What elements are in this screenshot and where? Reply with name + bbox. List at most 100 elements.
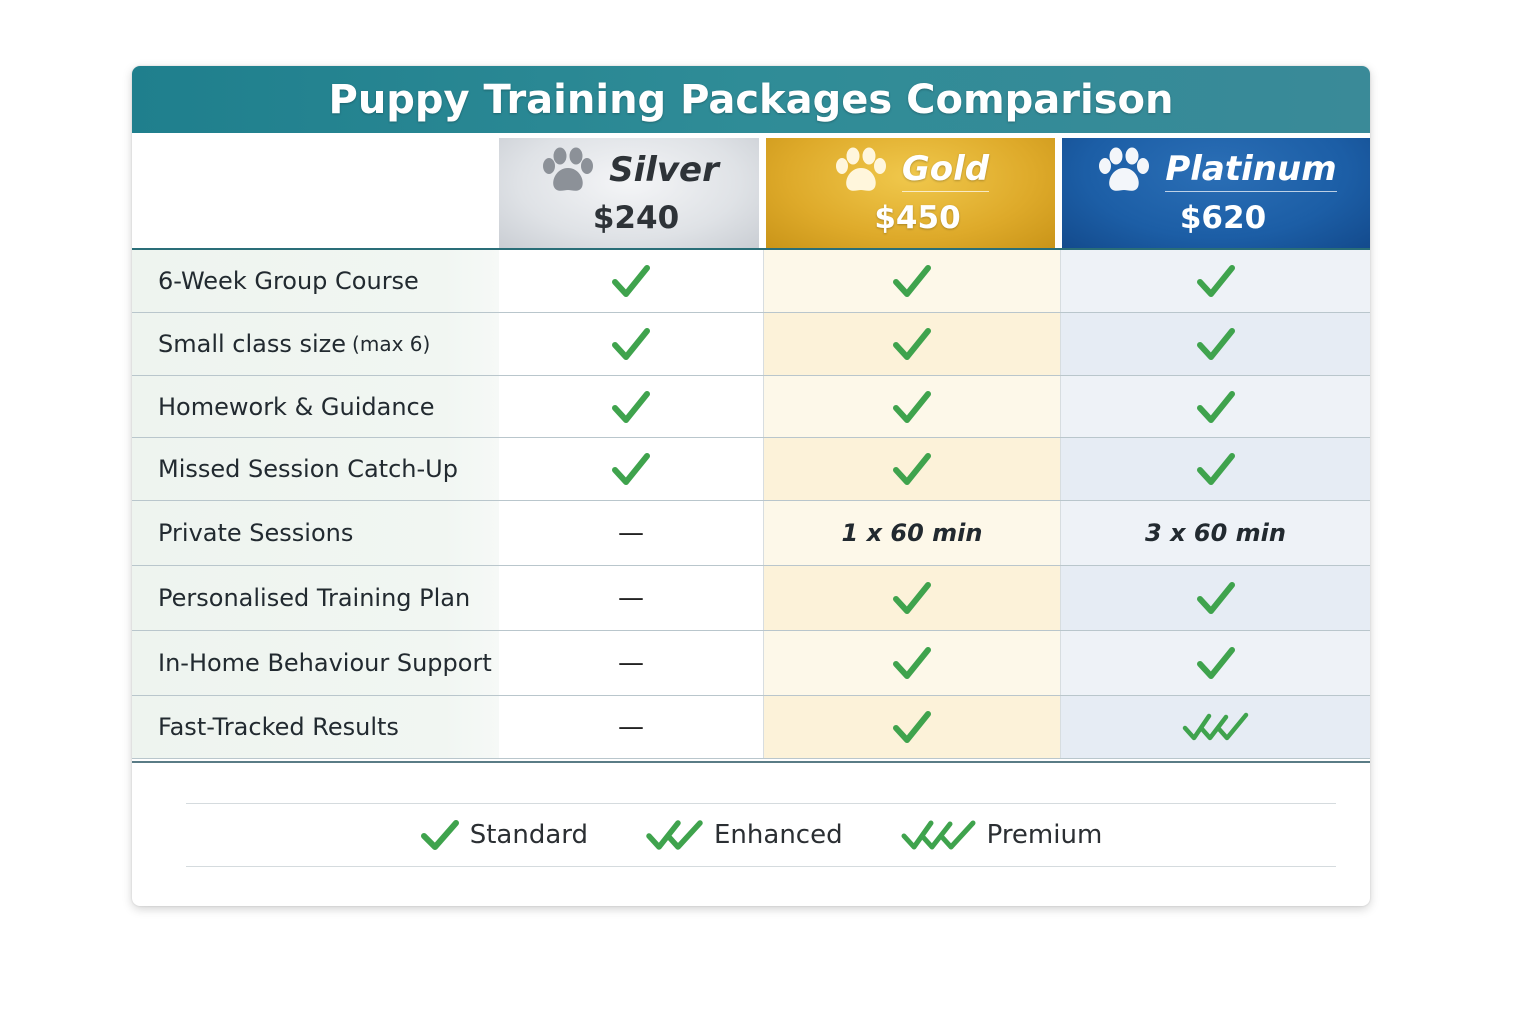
check-icon [1196,647,1235,679]
cell-platinum: 3 x 60 min [1061,501,1370,565]
feature-label-suffix: (max 6) [352,332,431,356]
check-icon [612,328,650,360]
legend-label-enhanced: Enhanced [714,820,843,850]
not-included-dash: — [618,712,644,742]
legend-label-standard: Standard [469,820,588,850]
cell-platinum [1061,250,1370,312]
check-icon [612,265,650,297]
check-icon [612,453,650,485]
legend-label-premium: Premium [986,820,1103,850]
plan-price-platinum: $620 [1179,199,1267,236]
cell-silver: — [499,566,764,630]
table-row: 6-Week Group Course [132,250,1370,313]
page-title: Puppy Training Packages Comparison [328,76,1174,123]
feature-label-cell: 6-Week Group Course [132,250,499,312]
check-icon [420,820,459,850]
feature-label: Fast-Tracked Results [158,713,399,741]
cell-gold [764,631,1061,695]
feature-label: Missed Session Catch-Up [158,455,458,483]
feature-label-cell: Personalised Training Plan [132,566,499,630]
feature-label-cell: Missed Session Catch-Up [132,438,499,500]
table-row: Private Sessions — 1 x 60 min 3 x 60 min [132,501,1370,566]
check-icon [893,328,931,360]
plan-price-silver: $240 [592,199,680,236]
header-divider [132,248,1370,250]
table-bottom-rule [132,761,1370,763]
feature-label-cell: Private Sessions [132,501,499,565]
cell-silver [499,313,764,375]
check-icon [612,390,650,423]
not-included-dash: — [618,518,644,548]
plan-header-row: Silver $240 Gold $450 [132,133,1370,249]
legend: Standard Enhanced Premium [186,803,1336,867]
cell-gold [764,566,1061,630]
cell-silver: — [499,631,764,695]
cell-platinum [1061,696,1370,758]
check-icon [893,453,931,485]
legend-item-enhanced: Enhanced [646,818,843,852]
cell-silver: — [499,501,764,565]
cell-platinum [1061,631,1370,695]
feature-label-cell: Homework & Guidance [132,376,499,437]
feature-label-cell: Small class size (max 6) [132,313,499,375]
cell-platinum [1061,313,1370,375]
cell-platinum [1061,438,1370,500]
not-included-dash: — [618,583,644,613]
feature-label: Private Sessions [158,519,354,547]
check-icon [1196,328,1235,360]
plan-header-silver[interactable]: Silver $240 [499,138,759,249]
feature-label: Small class size [158,330,347,358]
feature-label: In-Home Behaviour Support [158,649,492,677]
cell-gold [764,250,1061,312]
cell-silver [499,376,764,437]
check-icon [893,647,931,679]
feature-label: Personalised Training Plan [158,584,471,612]
legend-item-premium: Premium [901,818,1103,852]
feature-table: 6-Week Group Course Small class size (max … [132,250,1370,759]
plan-header-platinum[interactable]: Platinum $620 [1062,138,1370,249]
plan-name-silver: Silver [609,149,719,190]
table-row: Personalised Training Plan — [132,566,1370,631]
cell-gold: 1 x 60 min [764,501,1061,565]
cell-silver [499,438,764,500]
cell-silver: — [499,696,764,758]
feature-label: 6-Week Group Course [158,267,419,295]
title-bar: Puppy Training Packages Comparison [132,66,1370,133]
table-row: Missed Session Catch-Up [132,438,1370,501]
legend-item-standard: Standard [420,818,588,852]
plan-name-platinum: Platinum [1165,149,1337,192]
check-icon [893,711,931,743]
double-check-icon [646,820,703,850]
cell-gold [764,438,1061,500]
paw-icon [1099,147,1150,191]
triple-check-icon [901,820,976,850]
plan-name-gold: Gold [901,149,990,192]
check-icon [893,390,931,423]
check-icon [893,582,931,614]
cell-value: 3 x 60 min [1145,519,1286,547]
table-row: Small class size (max 6) [132,313,1370,376]
plan-price-gold: $450 [874,199,961,236]
paw-icon [835,147,886,191]
check-icon [1196,265,1235,297]
cell-value: 1 x 60 min [841,519,983,547]
cell-silver [499,250,764,312]
cell-platinum [1061,566,1370,630]
feature-label: Homework & Guidance [158,392,435,421]
check-icon [1196,453,1235,485]
not-included-dash: — [618,648,644,678]
table-row: Fast-Tracked Results — [132,696,1370,759]
feature-label-cell: In-Home Behaviour Support [132,631,499,695]
triple-check-icon [1182,712,1248,741]
check-icon [893,265,931,297]
comparison-card: Puppy Training Packages Comparison Silve… [132,66,1370,906]
cell-gold [764,696,1061,758]
check-icon [1196,582,1235,614]
cell-gold [764,313,1061,375]
feature-label-cell: Fast-Tracked Results [132,696,499,758]
cell-platinum [1061,376,1370,437]
table-row: In-Home Behaviour Support — [132,631,1370,696]
plan-header-gold[interactable]: Gold $450 [766,138,1055,249]
paw-icon [543,147,594,191]
table-row: Homework & Guidance [132,376,1370,438]
